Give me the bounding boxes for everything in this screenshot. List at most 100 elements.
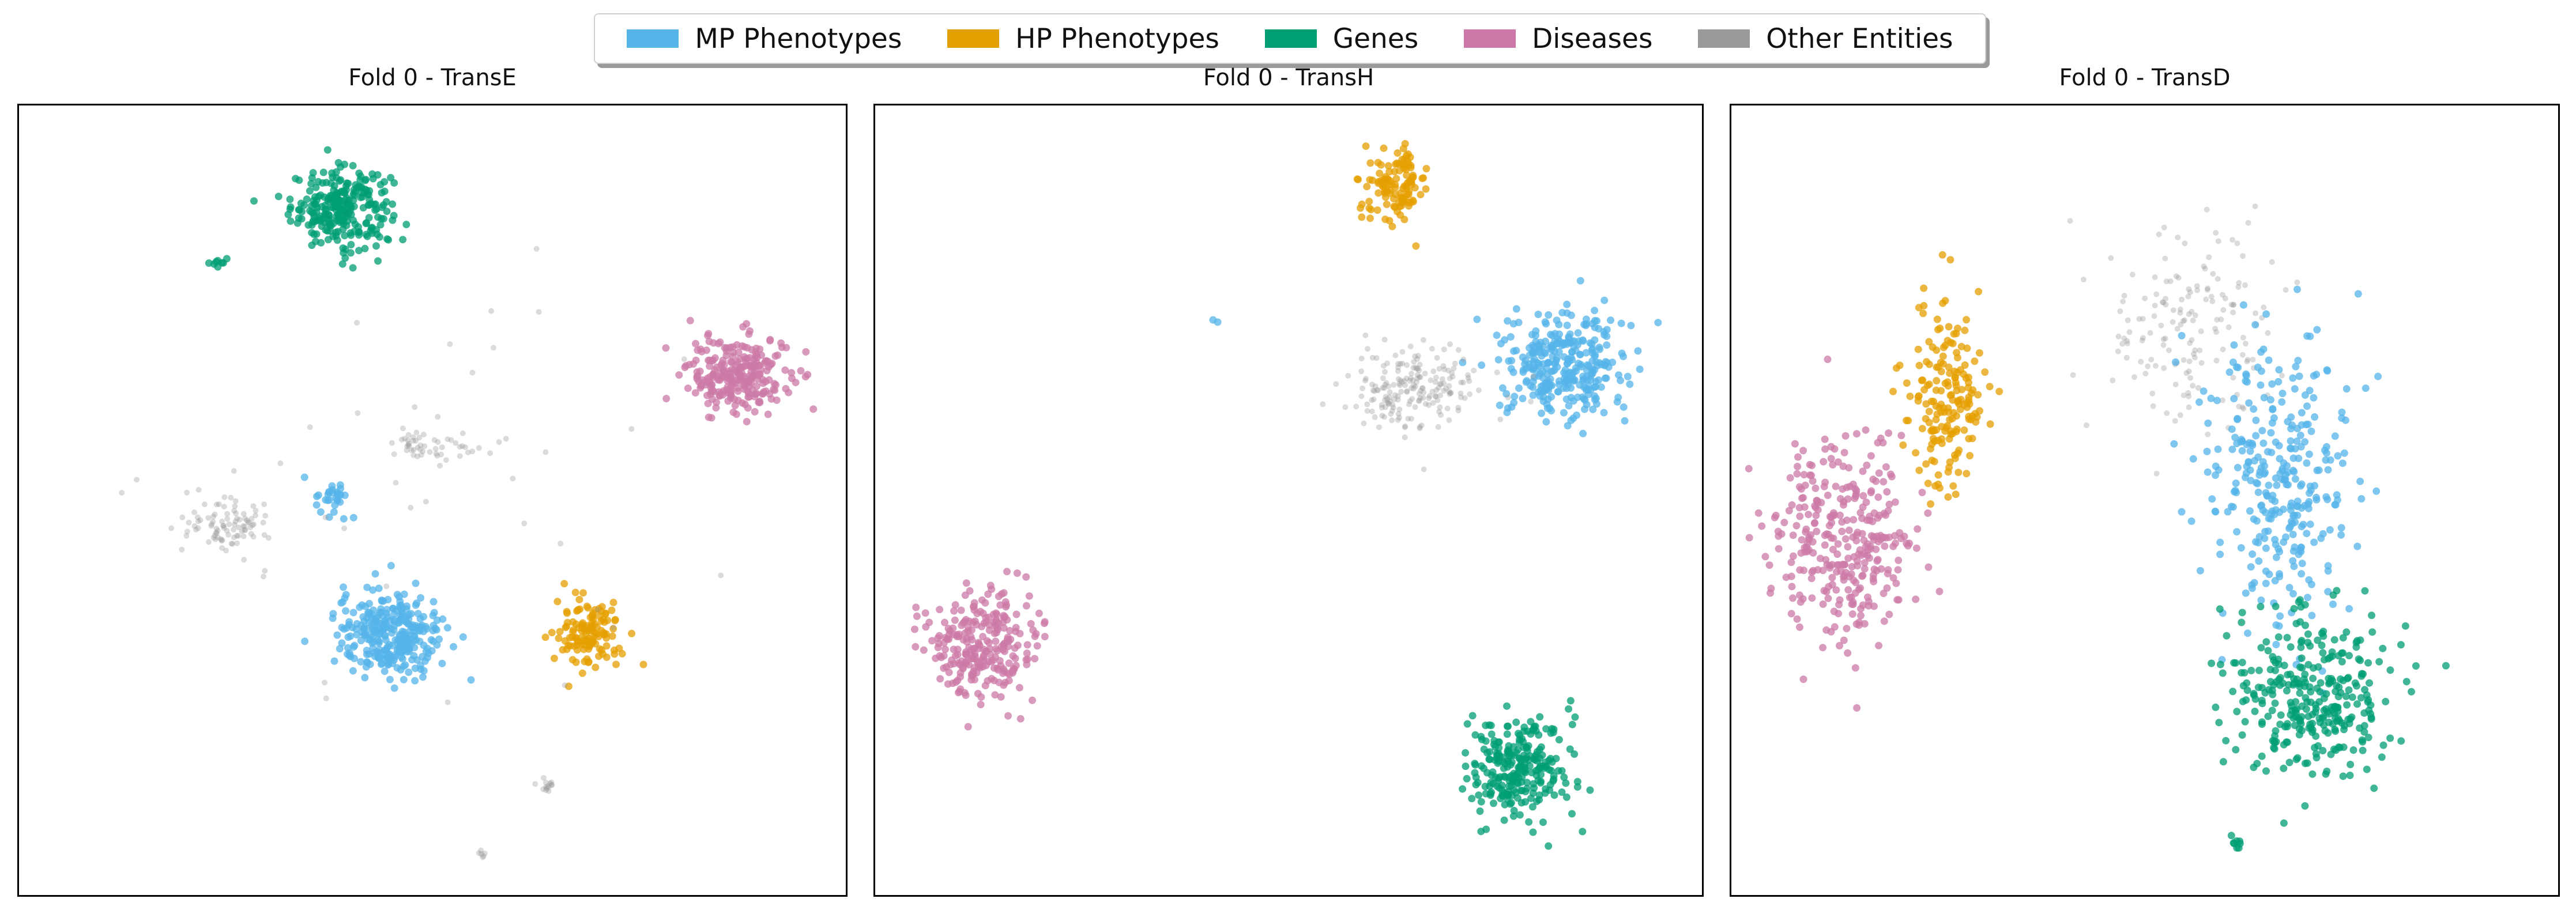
point-diseases [1005,659,1013,667]
point-genes [374,257,382,265]
point-mp-phenotypes [2291,475,2299,483]
point-genes [1462,749,1470,757]
point-genes [2283,633,2291,641]
point-hp-phenotypes [1402,152,1410,160]
point-diseases [1859,492,1867,500]
point-mp-phenotypes [2295,372,2303,380]
point-other-entities [1358,356,1365,362]
point-mp-phenotypes [2324,588,2332,596]
point-other-entities [235,524,242,531]
point-diseases [766,390,774,398]
point-hp-phenotypes [1385,168,1394,176]
point-mp-phenotypes [405,636,413,644]
point-other-entities [2172,382,2179,388]
point-other-entities [1405,416,1411,422]
point-diseases [1888,473,1896,481]
point-mp-phenotypes [363,583,371,591]
point-diseases [1010,665,1018,673]
legend-item-other-entities: Other Entities [1698,23,1953,55]
point-mp-phenotypes [2216,550,2224,558]
point-genes [1519,738,1527,746]
point-mp-phenotypes [2257,596,2265,604]
point-mp-phenotypes [1532,327,1540,335]
point-mp-phenotypes [1579,393,1587,401]
point-mp-phenotypes [2342,385,2351,393]
point-mp-phenotypes [1621,417,1629,425]
point-other-entities [1320,401,1326,407]
point-genes [2314,742,2322,750]
point-other-entities [2152,363,2159,369]
point-genes [349,216,357,224]
point-other-entities [1417,374,1423,380]
point-hp-phenotypes [560,580,568,588]
point-other-entities [210,519,216,525]
point-mp-phenotypes [2285,584,2293,592]
point-hp-phenotypes [1889,387,1897,395]
point-diseases [986,651,995,659]
point-other-entities [2234,240,2240,247]
point-other-entities [476,850,482,856]
point-hp-phenotypes [1925,380,1933,388]
point-mp-phenotypes [371,570,379,578]
point-mp-phenotypes [2276,470,2284,478]
point-diseases [781,366,789,374]
point-mp-phenotypes [1214,318,1222,326]
point-mp-phenotypes [361,630,369,637]
point-mp-phenotypes [2272,553,2280,561]
point-mp-phenotypes [386,675,394,684]
point-mp-phenotypes [2289,466,2297,474]
point-other-entities [510,475,516,482]
point-other-entities [1383,380,1389,386]
point-diseases [1016,715,1025,723]
point-other-entities [393,479,399,486]
point-other-entities [1403,375,1410,382]
point-genes [2345,652,2353,660]
point-genes [2296,689,2304,697]
point-hp-phenotypes [571,588,579,596]
point-other-entities [1365,346,1370,352]
point-mp-phenotypes [1563,300,1571,308]
point-hp-phenotypes [1417,191,1425,199]
point-other-entities [1421,390,1427,395]
point-mp-phenotypes [300,473,308,481]
point-genes [2317,679,2325,687]
point-other-entities [1342,404,1349,410]
point-diseases [1828,573,1836,582]
point-other-entities [1402,423,1408,429]
point-other-entities [2239,404,2246,410]
point-other-entities [2126,329,2133,335]
point-genes [1503,722,1511,730]
point-mp-phenotypes [405,647,413,655]
point-mp-phenotypes [393,664,401,672]
point-other-entities [443,457,449,463]
point-hp-phenotypes [1363,183,1371,191]
point-other-entities [1438,412,1444,418]
point-diseases [912,603,920,611]
point-mp-phenotypes [1512,305,1520,313]
point-mp-phenotypes [1614,394,1622,402]
point-mp-phenotypes [1596,345,1604,353]
point-diseases [1870,602,1878,610]
point-other-entities [261,532,268,538]
point-mp-phenotypes [301,637,309,645]
point-mp-phenotypes [2313,496,2321,504]
point-other-entities [2150,403,2156,409]
point-other-entities [401,436,408,442]
point-other-entities [1449,373,1456,380]
cluster-mp-phenotypes [301,562,475,692]
point-other-entities [2131,374,2137,380]
point-other-entities [2212,326,2219,332]
point-mp-phenotypes [2170,440,2178,448]
point-diseases [1851,664,1859,672]
point-genes [1528,803,1536,811]
point-mp-phenotypes [1563,322,1571,329]
point-genes [1509,812,1517,820]
point-diseases [1819,567,1827,575]
point-other-entities [355,410,361,416]
point-genes [2367,710,2374,718]
point-genes [2227,832,2235,840]
point-hp-phenotypes [609,598,617,606]
point-diseases [956,669,965,677]
point-other-entities [438,451,445,458]
point-hp-phenotypes [1357,204,1365,212]
